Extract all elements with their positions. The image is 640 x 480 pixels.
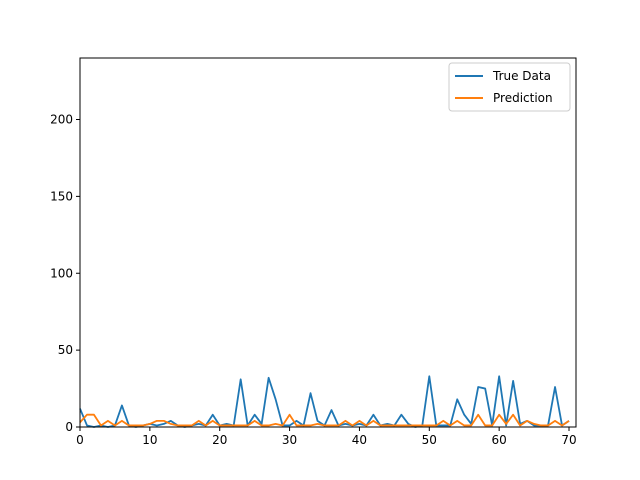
legend: True Data Prediction (448, 62, 571, 112)
x-tick-label: 40 (352, 433, 367, 447)
x-tick-label: 50 (422, 433, 437, 447)
x-axis-ticks: 0 10 20 30 40 50 60 70 (76, 427, 577, 447)
x-tick-label: 70 (561, 433, 576, 447)
legend-label-true-data: True Data (492, 69, 551, 83)
y-tick-label: 100 (50, 266, 73, 280)
series-line-prediction (79, 413, 570, 427)
series-layer (79, 375, 570, 428)
y-tick-label: 0 (65, 420, 73, 434)
x-tick-label: 0 (76, 433, 84, 447)
y-tick-label: 150 (50, 189, 73, 203)
plot-area (80, 58, 576, 427)
legend-label-prediction: Prediction (493, 91, 553, 105)
x-tick-label: 60 (492, 433, 507, 447)
y-tick-label: 50 (58, 343, 73, 357)
axes-layer (79, 57, 577, 428)
plot-frame (79, 57, 577, 428)
x-tick-label: 10 (142, 433, 157, 447)
y-tick-label: 200 (50, 113, 73, 127)
x-tick-label: 20 (212, 433, 227, 447)
x-tick-label: 30 (282, 433, 297, 447)
y-axis-ticks: 0 50 100 150 200 (50, 113, 80, 434)
